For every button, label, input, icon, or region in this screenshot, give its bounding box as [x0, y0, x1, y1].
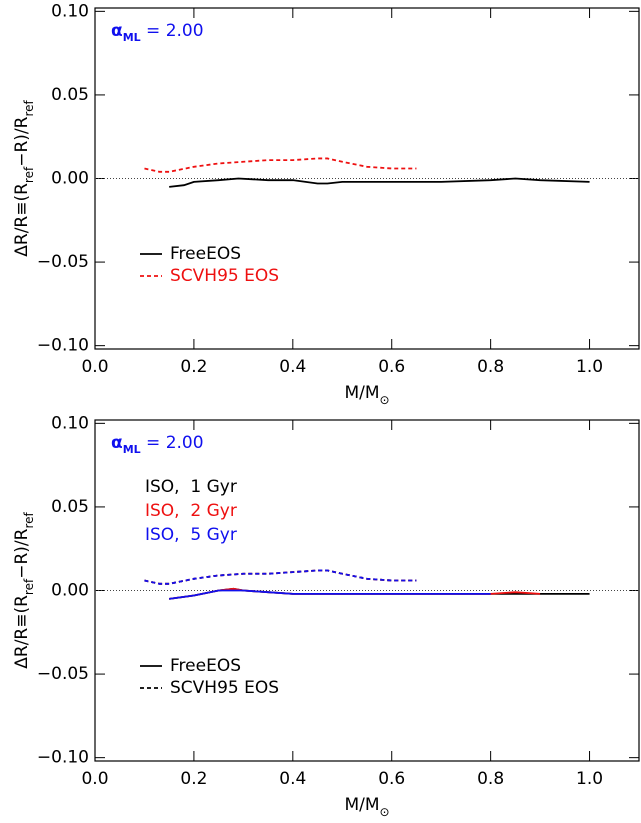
- annotation-symbol: α: [111, 433, 123, 453]
- x-tick-label: 0.8: [477, 769, 504, 789]
- label-part: ref: [22, 99, 36, 116]
- label-part: M/M: [344, 795, 379, 815]
- y-tick-label: 0.10: [51, 413, 89, 433]
- x-axis-label: M/M⊙: [344, 795, 389, 819]
- x-tick-label: 1.0: [576, 357, 603, 377]
- legend-label: FreeEOS: [170, 656, 241, 676]
- annotation-symbol: α: [111, 21, 123, 41]
- x-tick-label: 0.2: [180, 357, 207, 377]
- y-axis-label: ΔR/R≡(Rref−R)/Rref: [12, 511, 36, 668]
- y-tick-label: −0.10: [37, 336, 89, 356]
- data-line: [144, 569, 417, 585]
- label-part: ⊙: [380, 393, 390, 407]
- data-line: [144, 569, 417, 585]
- x-tick-label: 1.0: [576, 769, 603, 789]
- label-part: ref: [22, 578, 36, 595]
- x-axis-label: M/M⊙: [344, 383, 389, 407]
- label-part: ref: [22, 511, 36, 528]
- label-part: −R)/R: [12, 116, 32, 166]
- label-part: M/M: [344, 383, 379, 403]
- age-legend-label: ISO, 1 Gyr: [145, 477, 237, 497]
- y-tick-label: −0.10: [37, 748, 89, 768]
- age-legend-label: ISO, 5 Gyr: [145, 525, 237, 545]
- annotation: αML = 2.00: [111, 21, 204, 44]
- annotation-subscript: ML: [123, 31, 141, 44]
- x-tick-label: 0.4: [279, 769, 306, 789]
- legend-label: SCVH95 EOS: [170, 678, 279, 698]
- age-legend-label: ISO, 2 Gyr: [145, 501, 237, 521]
- label-part: ref: [22, 166, 36, 183]
- label-part: −R)/R: [12, 528, 32, 578]
- y-tick-label: 0.00: [51, 581, 89, 601]
- legend-label: SCVH95 EOS: [170, 266, 279, 286]
- annotation-subscript: ML: [123, 443, 141, 456]
- data-line: [144, 569, 417, 585]
- y-tick-label: 0.10: [51, 1, 89, 21]
- y-tick-label: −0.05: [37, 252, 89, 272]
- label-part: ΔR/R≡(R: [12, 595, 32, 669]
- y-tick-label: 0.00: [51, 169, 89, 189]
- annotation-text: = 2.00: [141, 21, 204, 41]
- x-tick-label: 0.2: [180, 769, 207, 789]
- annotation-text: = 2.00: [141, 433, 204, 453]
- y-tick-label: −0.05: [37, 664, 89, 684]
- x-tick-label: 0.8: [477, 357, 504, 377]
- y-tick-label: 0.05: [51, 497, 89, 517]
- annotation: αML = 2.00: [111, 433, 204, 456]
- x-tick-label: 0.6: [378, 769, 405, 789]
- x-tick-label: 0.4: [279, 357, 306, 377]
- data-line: [169, 177, 590, 188]
- x-tick-label: 0.0: [81, 357, 108, 377]
- x-tick-label: 0.0: [81, 769, 108, 789]
- x-tick-label: 0.6: [378, 357, 405, 377]
- legend-label: FreeEOS: [170, 244, 241, 264]
- data-line: [144, 157, 417, 173]
- data-line: [169, 589, 491, 600]
- y-tick-label: 0.05: [51, 85, 89, 105]
- label-part: ⊙: [380, 805, 390, 819]
- label-part: ΔR/R≡(R: [12, 183, 32, 257]
- y-axis-label: ΔR/R≡(Rref−R)/Rref: [12, 99, 36, 256]
